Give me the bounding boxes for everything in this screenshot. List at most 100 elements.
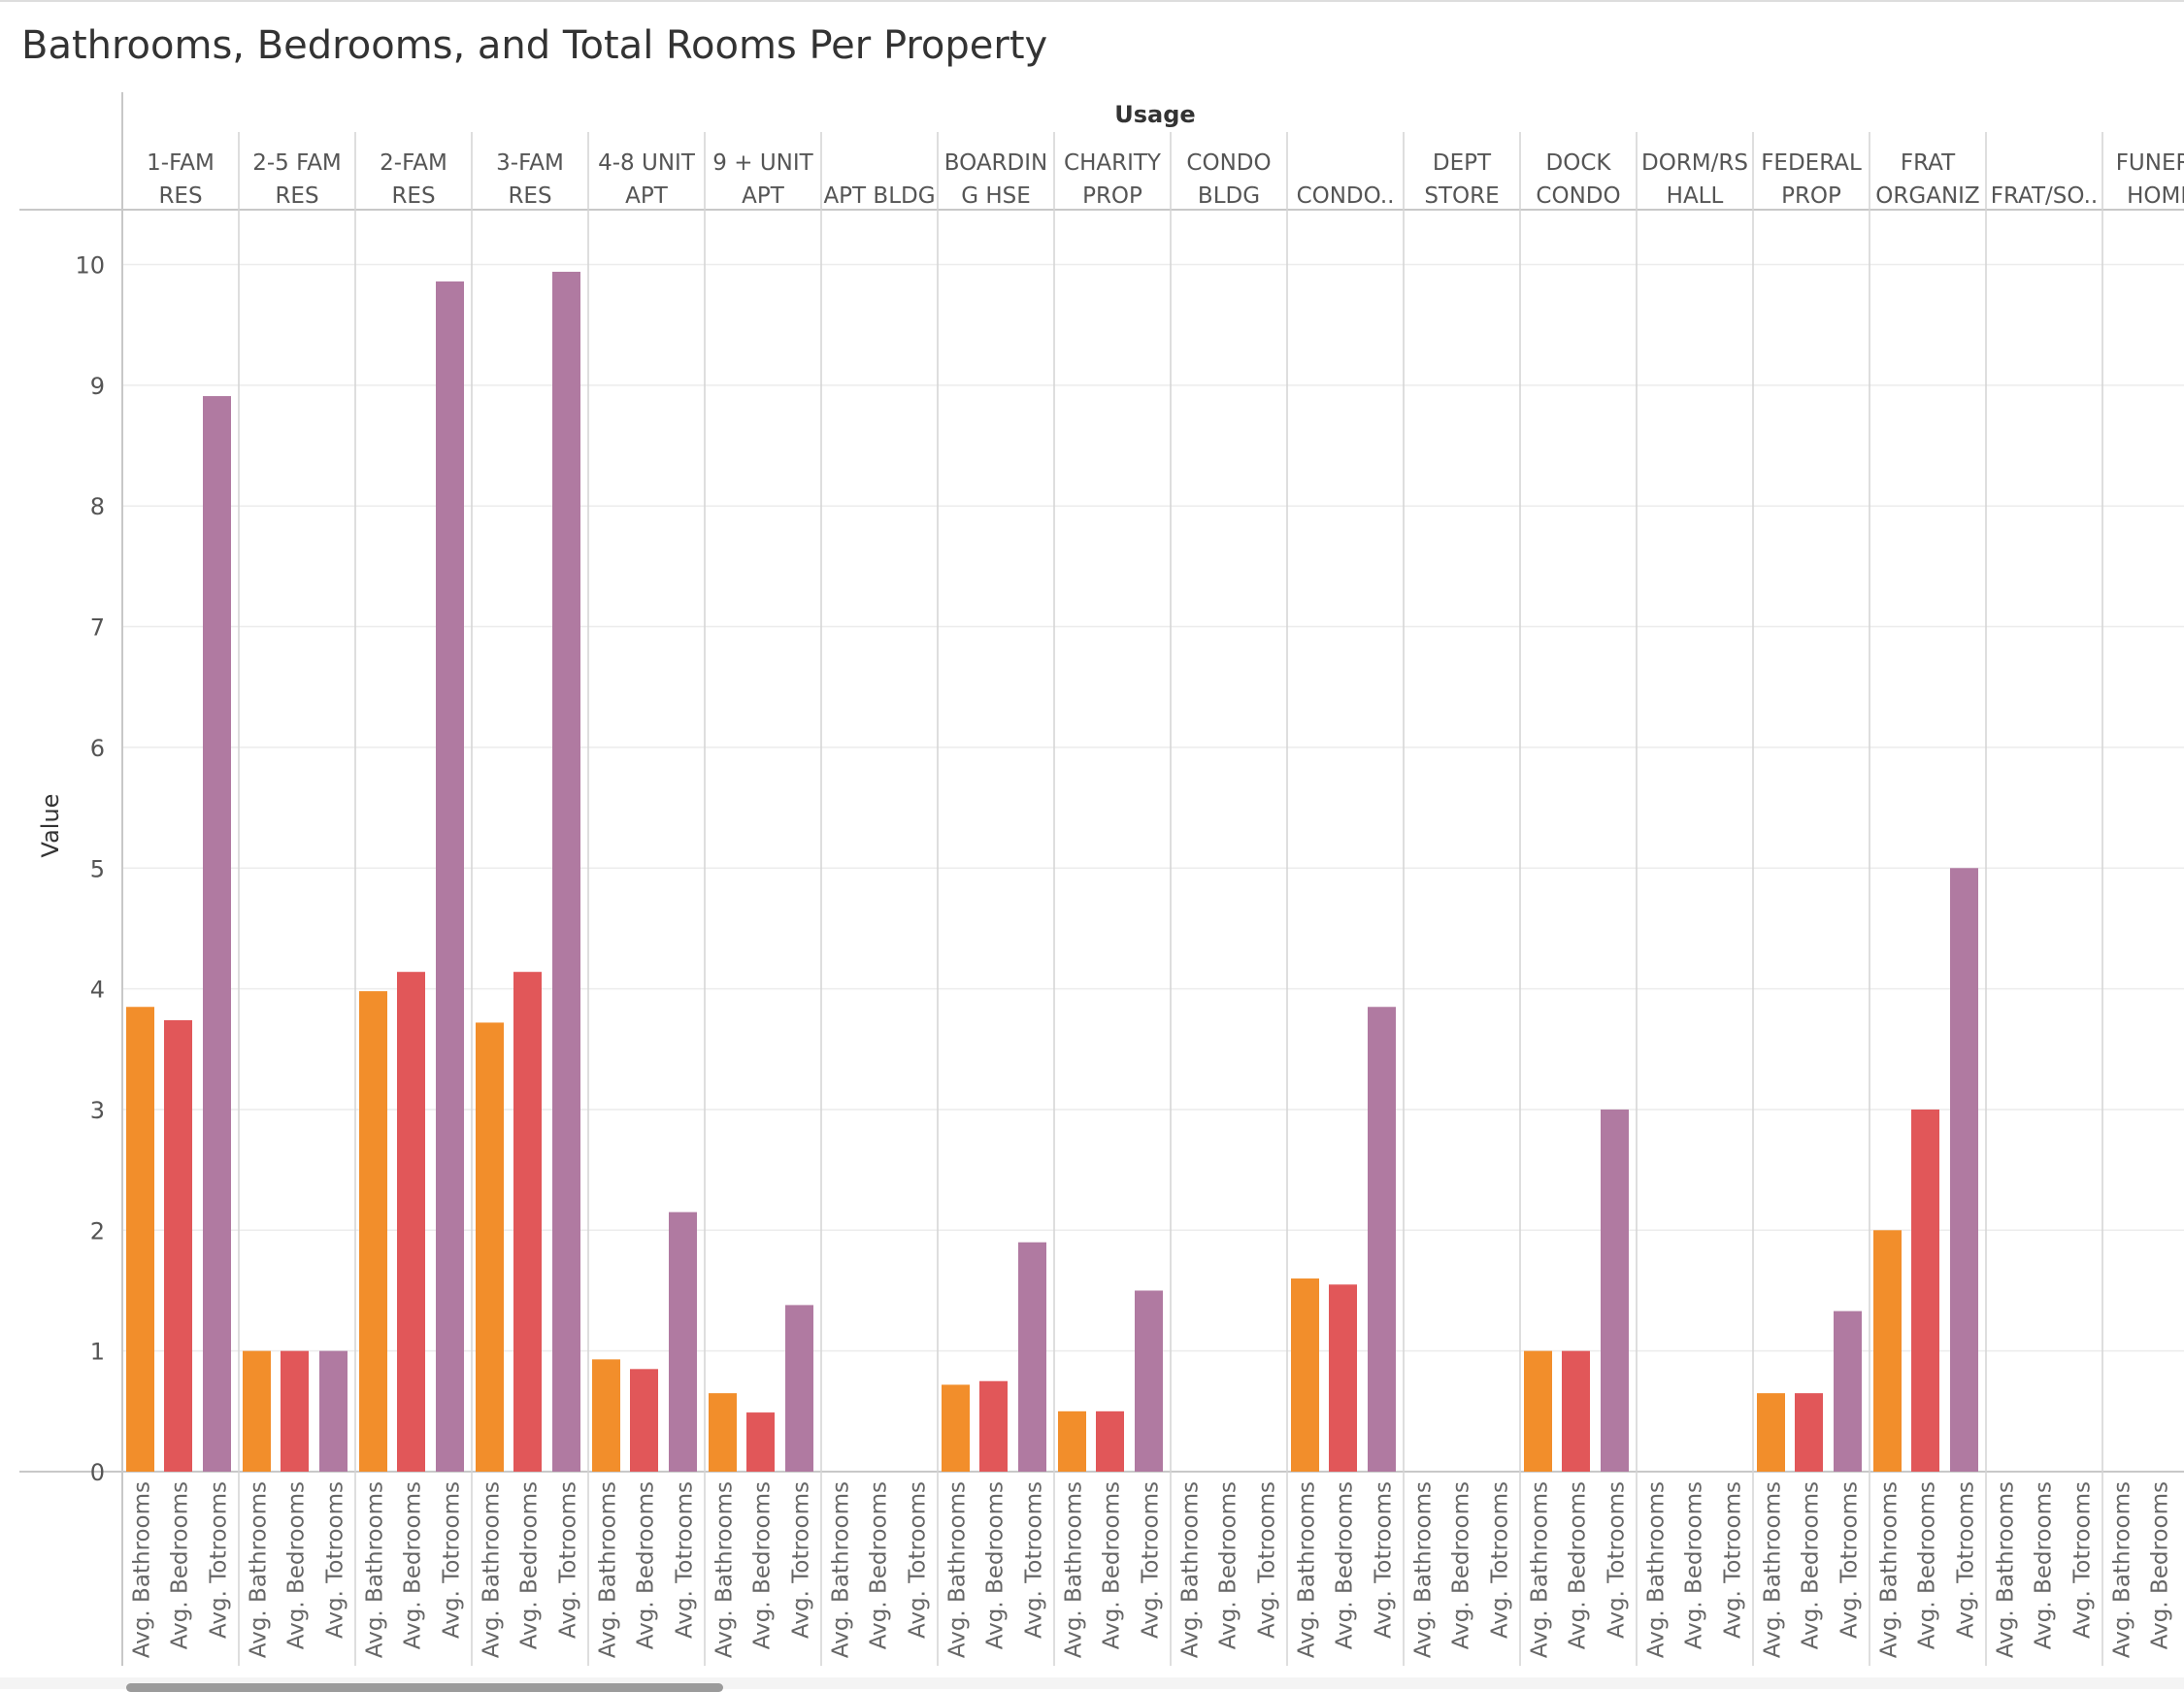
usage-header-4-8-unit-apt: 4-8 UNIT: [598, 150, 696, 176]
usage-header-federal-prop: FEDERAL: [1761, 150, 1862, 176]
usage-header-condo-bldg-line2: BLDG: [1198, 183, 1260, 209]
x-measure-label: Avg. Totrooms: [556, 1481, 581, 1639]
bar-3-fam-res-avg-bathrooms: [476, 1022, 504, 1472]
x-measure-label: Avg. Bedrooms: [867, 1481, 892, 1649]
usage-header-frat-organiz: FRAT: [1901, 150, 1956, 176]
x-measure-label: Avg. Bedrooms: [983, 1481, 1009, 1649]
y-axis-label: Value: [37, 794, 64, 858]
usage-header-dept-store-line2: STORE: [1424, 183, 1499, 209]
x-measure-label: Avg. Bedrooms: [517, 1481, 543, 1649]
y-tick-label: 5: [90, 855, 105, 882]
bar-4-8-unit-apt-avg-bathrooms: [592, 1359, 620, 1472]
bar-frat-organiz-avg-bedrooms: [1911, 1109, 1939, 1472]
usage-header-3-fam-res: 3-FAM: [496, 150, 564, 176]
y-tick-label: 10: [75, 252, 105, 280]
usage-header-dock-condo: DOCK: [1546, 150, 1612, 176]
x-measure-label: Avg. Bathrooms: [1295, 1481, 1320, 1658]
x-measure-label: Avg. Bathrooms: [1877, 1481, 1903, 1658]
bar-2-fam-res-avg-totrooms: [436, 281, 464, 1473]
bar-federal-prop-avg-bedrooms: [1795, 1393, 1823, 1472]
y-tick-label: 7: [90, 614, 105, 642]
x-measure-label: Avg. Bathrooms: [2110, 1481, 2135, 1658]
y-tick-label: 4: [90, 977, 105, 1004]
bar-frat-organiz-avg-bathrooms: [1873, 1230, 1902, 1472]
x-measure-label: Avg. Bedrooms: [168, 1481, 193, 1649]
y-tick-label: 2: [90, 1217, 105, 1244]
usage-header-apt-bldg-line2: APT BLDG: [823, 183, 935, 209]
usage-header-1-fam-res-line2: RES: [158, 183, 202, 209]
bar-boardin-g-hse-avg-bedrooms: [979, 1380, 1008, 1472]
usage-header-2-5-fam-res-line2: RES: [275, 183, 318, 209]
bar-federal-prop-avg-bathrooms: [1757, 1393, 1785, 1472]
bar-9-unit-apt-avg-bathrooms: [709, 1393, 737, 1472]
x-measure-label: Avg. Totrooms: [1954, 1481, 1979, 1639]
x-measure-label: Avg. Bedrooms: [1682, 1481, 1707, 1649]
x-measure-label: Avg. Bedrooms: [2032, 1481, 2057, 1649]
usage-header-frat-organiz-line2: ORGANIZ: [1875, 183, 1979, 209]
x-measure-label: Avg. Totrooms: [440, 1481, 465, 1639]
bar-1-fam-res-avg-totrooms: [203, 396, 231, 1472]
x-measure-label: Avg. Bathrooms: [1994, 1481, 2019, 1658]
usage-header-2-5-fam-res: 2-5 FAM: [252, 150, 342, 176]
x-measure-label: Avg. Bedrooms: [1216, 1481, 1241, 1649]
x-measure-label: Avg. Bedrooms: [284, 1481, 310, 1649]
x-measure-label: Avg. Totrooms: [673, 1481, 698, 1639]
bar-3-fam-res-avg-totrooms: [552, 271, 580, 1473]
bar-charity-prop-avg-bathrooms: [1058, 1410, 1086, 1472]
x-measure-label: Avg. Totrooms: [1139, 1481, 1164, 1639]
x-measure-label: Avg. Totrooms: [1488, 1481, 1513, 1639]
bar-3-fam-res-avg-bedrooms: [513, 972, 542, 1472]
x-measure-label: Avg. Totrooms: [1372, 1481, 1397, 1639]
usage-header-1-fam-res: 1-FAM: [147, 150, 215, 176]
bar-condo-avg-bathrooms: [1291, 1278, 1319, 1472]
x-measure-label: Avg. Bathrooms: [247, 1481, 272, 1658]
x-measure-label: Avg. Bedrooms: [1799, 1481, 1824, 1649]
usage-header-9-unit-apt-line2: APT: [742, 183, 785, 209]
x-measure-label: Avg. Bathrooms: [1528, 1481, 1553, 1658]
x-measure-label: Avg. Bathrooms: [596, 1481, 621, 1658]
usage-header-condo-line2: CONDO..: [1297, 183, 1395, 209]
bar-charity-prop-avg-bedrooms: [1096, 1410, 1124, 1472]
bar-4-8-unit-apt-avg-bedrooms: [630, 1369, 658, 1472]
usage-header-dorm-rs-hall-line2: HALL: [1667, 183, 1724, 209]
x-measure-label: Avg. Totrooms: [1605, 1481, 1630, 1639]
x-measure-label: Avg. Bathrooms: [829, 1481, 854, 1658]
bar-condo-avg-totrooms: [1368, 1007, 1396, 1472]
scrollbar-thumb[interactable]: [126, 1683, 723, 1692]
x-measure-label: Avg. Bathrooms: [1178, 1481, 1204, 1658]
y-tick-label: 1: [90, 1339, 105, 1366]
usage-header-federal-prop-line2: PROP: [1781, 183, 1841, 209]
x-measure-label: Avg. Totrooms: [207, 1481, 232, 1639]
usage-header-funera-home-line2: HOME: [2127, 183, 2184, 209]
usage-header-condo-bldg: CONDO: [1186, 150, 1271, 176]
usage-header-3-fam-res-line2: RES: [508, 183, 551, 209]
x-measure-label: Avg. Bathrooms: [363, 1481, 388, 1658]
bar-2-fam-res-avg-bathrooms: [359, 991, 387, 1472]
x-measure-label: Avg. Bathrooms: [480, 1481, 505, 1658]
x-measure-label: Avg. Bathrooms: [945, 1481, 971, 1658]
bar-2-5-fam-res-avg-bedrooms: [281, 1350, 309, 1472]
chart-title: Bathrooms, Bedrooms, and Total Rooms Per…: [21, 23, 1048, 68]
usage-header-2-fam-res: 2-FAM: [380, 150, 447, 176]
x-measure-label: Avg. Totrooms: [323, 1481, 348, 1639]
x-measure-label: Avg. Bathrooms: [130, 1481, 155, 1658]
bar-federal-prop-avg-totrooms: [1834, 1310, 1862, 1472]
bar-dock-condo-avg-bedrooms: [1562, 1350, 1590, 1472]
x-measure-label: Avg. Bedrooms: [634, 1481, 659, 1649]
x-measure-label: Avg. Totrooms: [789, 1481, 814, 1639]
bar-9-unit-apt-avg-bedrooms: [746, 1412, 775, 1472]
x-measure-label: Avg. Bedrooms: [1915, 1481, 1940, 1649]
bar-dock-condo-avg-bathrooms: [1524, 1350, 1552, 1472]
usage-header-charity-prop-line2: PROP: [1082, 183, 1142, 209]
x-measure-label: Avg. Totrooms: [1721, 1481, 1746, 1639]
top-border: [0, 0, 2184, 2]
y-tick-label: 3: [90, 1097, 105, 1124]
bar-dock-condo-avg-totrooms: [1601, 1109, 1629, 1472]
bar-boardin-g-hse-avg-bathrooms: [942, 1384, 970, 1472]
x-measure-label: Avg. Totrooms: [1255, 1481, 1280, 1639]
x-measure-label: Avg. Bedrooms: [1449, 1481, 1474, 1649]
usage-header-dorm-rs-hall: DORM/RS: [1641, 150, 1748, 176]
bar-2-fam-res-avg-bedrooms: [397, 972, 425, 1472]
